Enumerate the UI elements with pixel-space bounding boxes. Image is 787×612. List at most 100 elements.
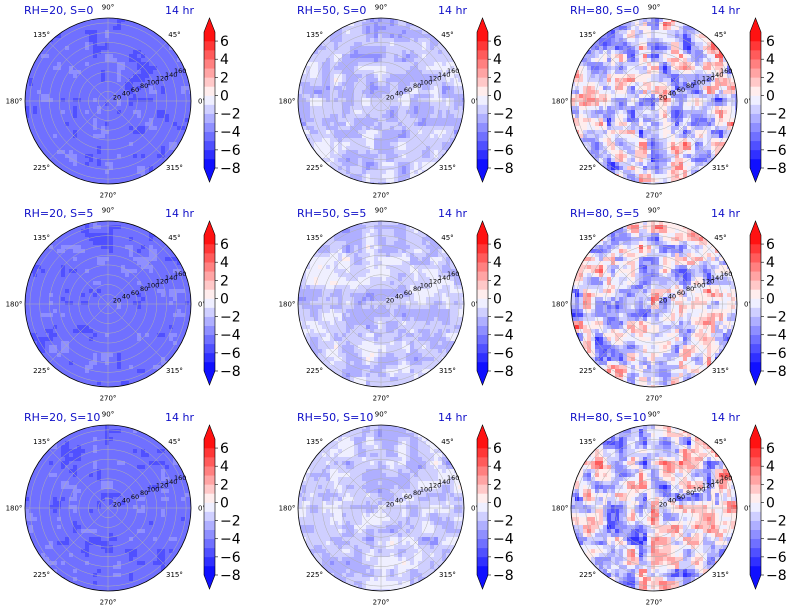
field-cell	[695, 62, 700, 67]
field-cell	[450, 74, 455, 79]
field-cell	[402, 78, 407, 83]
field-cell	[77, 54, 82, 59]
field-cell	[366, 118, 371, 123]
field-cell	[583, 122, 588, 127]
field-cell	[326, 130, 331, 135]
field-cell	[133, 241, 138, 246]
field-cell	[165, 130, 170, 135]
field-cell	[81, 130, 86, 135]
field-cell	[61, 82, 66, 87]
field-cell	[89, 94, 94, 99]
field-cell	[49, 90, 54, 95]
field-cell	[165, 102, 170, 107]
field-cell	[438, 54, 443, 59]
field-cell	[406, 38, 411, 43]
field-cell	[133, 62, 138, 67]
field-cell	[663, 158, 668, 163]
field-cell	[326, 138, 331, 143]
field-cell	[133, 38, 138, 43]
field-cell	[310, 118, 315, 123]
field-cell	[137, 134, 142, 139]
field-cell	[707, 110, 712, 115]
field-cell	[619, 74, 624, 79]
field-cell	[81, 26, 86, 31]
field-cell	[137, 257, 142, 262]
field-cell	[394, 154, 399, 159]
field-cell	[442, 138, 447, 143]
field-cell	[651, 146, 656, 151]
field-cell	[679, 166, 684, 171]
field-cell	[635, 62, 640, 67]
field-cell	[583, 114, 588, 119]
field-cell	[623, 22, 628, 27]
field-cell	[310, 78, 315, 83]
field-cell	[619, 82, 624, 87]
field-cell	[354, 50, 359, 55]
field-cell	[683, 166, 688, 171]
field-cell	[655, 162, 660, 167]
field-cell	[386, 18, 391, 23]
field-cell	[358, 162, 363, 167]
field-cell	[109, 34, 114, 39]
field-cell	[619, 170, 624, 175]
field-cell	[691, 90, 696, 95]
field-cell	[49, 249, 54, 254]
field-cell	[691, 74, 696, 79]
field-cell	[587, 50, 592, 55]
field-cell	[49, 98, 54, 103]
field-cell	[370, 50, 375, 55]
field-cell	[691, 54, 696, 59]
field-cell	[599, 146, 604, 151]
field-cell	[89, 42, 94, 47]
field-cell	[137, 245, 142, 250]
field-cell	[25, 102, 30, 107]
field-cell	[165, 46, 170, 51]
field-cell	[615, 54, 620, 59]
field-cell	[370, 86, 375, 91]
field-cell	[651, 30, 656, 35]
field-cell	[77, 78, 82, 83]
field-cell	[77, 162, 82, 167]
field-cell	[402, 150, 407, 155]
field-cell	[93, 42, 98, 47]
field-cell	[655, 26, 660, 31]
field-cell	[695, 30, 700, 35]
field-cell	[627, 154, 632, 159]
field-cell	[711, 82, 716, 87]
field-cell	[45, 118, 50, 123]
field-cell	[153, 98, 158, 103]
field-cell	[723, 90, 728, 95]
colorbar-extend-top	[750, 18, 761, 32]
field-cell	[695, 106, 700, 111]
field-cell	[350, 142, 355, 147]
field-cell	[418, 102, 423, 107]
field-cell	[619, 54, 624, 59]
field-cell	[627, 34, 632, 39]
field-cell	[117, 154, 122, 159]
field-cell	[394, 94, 399, 99]
field-cell	[338, 62, 343, 67]
field-cell	[358, 114, 363, 119]
field-cell	[157, 66, 162, 71]
field-cell	[446, 98, 451, 103]
field-cell	[715, 142, 720, 147]
field-cell	[117, 74, 122, 79]
field-cell	[579, 102, 584, 107]
field-cell	[105, 102, 110, 107]
field-cell	[77, 241, 82, 246]
colorbar-tick-label: 4	[220, 52, 229, 68]
field-cell	[149, 237, 154, 242]
field-cell	[342, 94, 347, 99]
field-cell	[426, 94, 431, 99]
field-cell	[410, 146, 415, 151]
field-cell	[667, 98, 672, 103]
field-cell	[330, 110, 335, 115]
field-cell	[41, 94, 46, 99]
field-cell	[667, 102, 672, 107]
field-cell	[334, 134, 339, 139]
field-cell	[133, 70, 138, 75]
field-cell	[334, 66, 339, 71]
field-cell	[89, 146, 94, 151]
field-cell	[97, 265, 102, 270]
field-cell	[647, 122, 652, 127]
